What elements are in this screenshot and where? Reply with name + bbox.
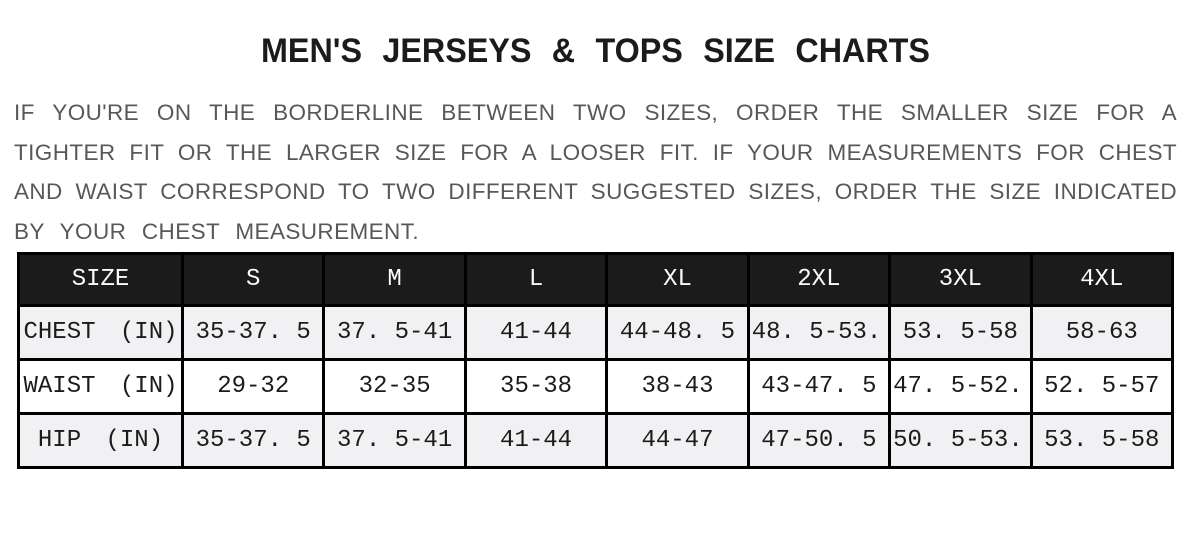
size-chart-table: SIZE S M L XL 2XL 3XL 4XL CHEST (IN) 35-… [17,252,1175,470]
intro-line-4: BY YOUR CHEST MEASUREMENT. [14,218,419,244]
row-label-waist: WAIST (IN) [17,358,184,416]
table-cell: 44-47 [605,412,750,470]
column-header-xl: XL [605,252,750,308]
table-cell: 58-63 [1029,304,1175,362]
table-cell: 43-47. 5 [746,358,892,416]
intro-line-1: IF YOU'RE ON THE BORDERLINE BETWEEN TWO … [14,100,1177,126]
table-cell: 41-44 [463,412,609,470]
table-row-chest: CHEST (IN) 35-37. 5 37. 5-41 41-44 44-48… [17,304,1175,362]
row-label-hip: HIP (IN) [17,412,184,470]
page-title: MEN'S JERSEYS & TOPS SIZE CHARTS [261,32,930,70]
table-cell: 44-48. 5 [605,304,750,362]
column-header-l: L [463,252,609,308]
table-cell: 35-38 [463,358,609,416]
table-cell: 52. 5-57 [1029,358,1175,416]
table-cell: 37. 5-41 [322,412,467,470]
column-header-2xl: 2XL [746,252,892,308]
table-cell: 47-50. 5 [746,412,892,470]
table-cell: 38-43 [605,358,750,416]
table-cell: 53. 5-58 [1029,412,1175,470]
column-header-4xl: 4XL [1029,252,1175,308]
table-cell: 35-37. 5 [180,304,326,362]
table-cell: 53. 5-58 [888,304,1033,362]
table-cell: 32-35 [322,358,467,416]
column-header-s: S [180,252,326,308]
table-cell: 50. 5-53. 5 [888,412,1033,470]
table-cell: 29-32 [180,358,326,416]
size-chart-page: MEN'S JERSEYS & TOPS SIZE CHARTS IF YOU'… [0,32,1191,543]
intro-line-2: TIGHTER FIT OR THE LARGER SIZE FOR A LOO… [14,139,1177,165]
table-cell: 48. 5-53. 5 [746,304,892,362]
table-cell: 47. 5-52. 5 [888,358,1033,416]
row-label-chest: CHEST (IN) [17,304,184,362]
intro-line-3: AND WAIST CORRESPOND TO TWO DIFFERENT SU… [14,179,1177,205]
table-row-waist: WAIST (IN) 29-32 32-35 35-38 38-43 43-47… [17,358,1175,416]
table-cell: 37. 5-41 [322,304,467,362]
table-cell: 41-44 [463,304,609,362]
intro-paragraph: IF YOU'RE ON THE BORDERLINE BETWEEN TWO … [14,93,1177,251]
column-header-size: SIZE [17,252,184,308]
table-row-hip: HIP (IN) 35-37. 5 37. 5-41 41-44 44-47 4… [17,412,1175,470]
table-cell: 35-37. 5 [180,412,326,470]
column-header-m: M [322,252,467,308]
table-header-row: SIZE S M L XL 2XL 3XL 4XL [17,252,1175,308]
column-header-3xl: 3XL [888,252,1033,308]
